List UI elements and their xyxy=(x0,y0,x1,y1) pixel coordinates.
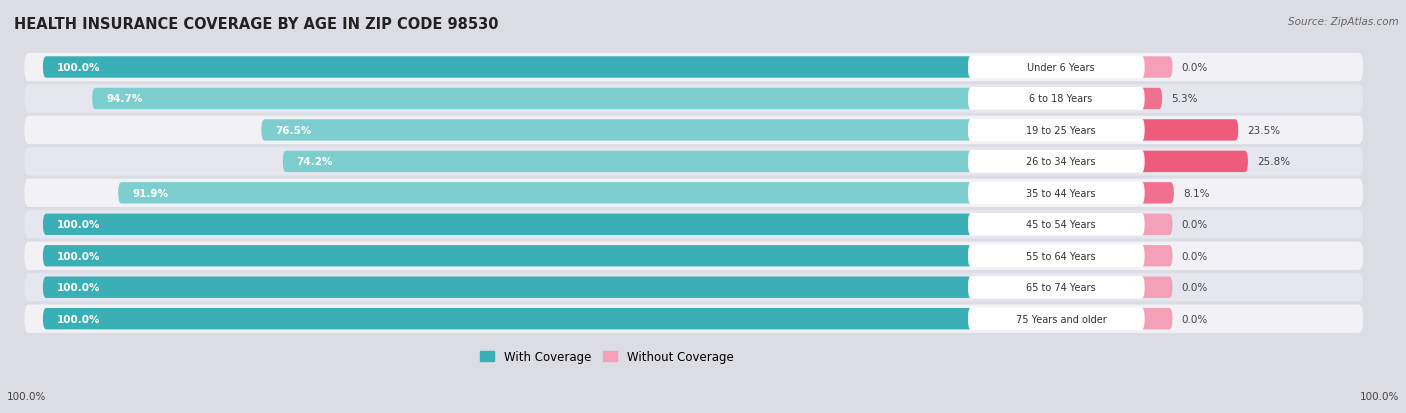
Text: 35 to 44 Years: 35 to 44 Years xyxy=(1026,188,1095,198)
FancyBboxPatch shape xyxy=(24,273,1362,301)
FancyBboxPatch shape xyxy=(24,148,1362,176)
FancyBboxPatch shape xyxy=(967,214,1144,236)
FancyBboxPatch shape xyxy=(967,245,1144,268)
FancyBboxPatch shape xyxy=(1140,120,1239,141)
FancyBboxPatch shape xyxy=(24,179,1362,207)
FancyBboxPatch shape xyxy=(24,211,1362,239)
Text: 76.5%: 76.5% xyxy=(276,126,312,135)
FancyBboxPatch shape xyxy=(24,305,1362,333)
Text: 6 to 18 Years: 6 to 18 Years xyxy=(1029,94,1092,104)
FancyBboxPatch shape xyxy=(44,245,973,267)
FancyBboxPatch shape xyxy=(1140,183,1174,204)
FancyBboxPatch shape xyxy=(1140,88,1163,110)
FancyBboxPatch shape xyxy=(1140,151,1249,173)
FancyBboxPatch shape xyxy=(262,120,973,141)
FancyBboxPatch shape xyxy=(967,57,1144,79)
FancyBboxPatch shape xyxy=(1140,277,1173,298)
FancyBboxPatch shape xyxy=(24,85,1362,113)
Text: 55 to 64 Years: 55 to 64 Years xyxy=(1026,251,1095,261)
FancyBboxPatch shape xyxy=(967,308,1144,330)
Text: 0.0%: 0.0% xyxy=(1182,251,1208,261)
Text: 100.0%: 100.0% xyxy=(56,220,100,230)
FancyBboxPatch shape xyxy=(118,183,973,204)
FancyBboxPatch shape xyxy=(1140,308,1173,330)
Text: 91.9%: 91.9% xyxy=(132,188,169,198)
FancyBboxPatch shape xyxy=(24,116,1362,145)
Text: 100.0%: 100.0% xyxy=(1360,391,1399,401)
FancyBboxPatch shape xyxy=(1140,57,1173,78)
Text: 23.5%: 23.5% xyxy=(1247,126,1281,135)
Text: 100.0%: 100.0% xyxy=(56,251,100,261)
FancyBboxPatch shape xyxy=(44,308,973,330)
FancyBboxPatch shape xyxy=(44,57,973,78)
FancyBboxPatch shape xyxy=(967,119,1144,142)
FancyBboxPatch shape xyxy=(1140,214,1173,235)
Text: 74.2%: 74.2% xyxy=(297,157,333,167)
Text: 0.0%: 0.0% xyxy=(1182,220,1208,230)
FancyBboxPatch shape xyxy=(967,88,1144,111)
FancyBboxPatch shape xyxy=(967,151,1144,173)
FancyBboxPatch shape xyxy=(44,277,973,298)
Text: 0.0%: 0.0% xyxy=(1182,282,1208,292)
Text: 100.0%: 100.0% xyxy=(7,391,46,401)
Text: 100.0%: 100.0% xyxy=(56,282,100,292)
FancyBboxPatch shape xyxy=(1140,245,1173,267)
Text: Source: ZipAtlas.com: Source: ZipAtlas.com xyxy=(1288,17,1399,26)
Text: 5.3%: 5.3% xyxy=(1171,94,1198,104)
Text: Under 6 Years: Under 6 Years xyxy=(1028,63,1095,73)
FancyBboxPatch shape xyxy=(967,182,1144,205)
Text: 100.0%: 100.0% xyxy=(56,314,100,324)
Text: 94.7%: 94.7% xyxy=(105,94,142,104)
Text: 0.0%: 0.0% xyxy=(1182,63,1208,73)
FancyBboxPatch shape xyxy=(24,54,1362,82)
FancyBboxPatch shape xyxy=(93,88,973,110)
FancyBboxPatch shape xyxy=(44,214,973,235)
Legend: With Coverage, Without Coverage: With Coverage, Without Coverage xyxy=(475,346,738,368)
Text: 65 to 74 Years: 65 to 74 Years xyxy=(1026,282,1095,292)
Text: 19 to 25 Years: 19 to 25 Years xyxy=(1026,126,1095,135)
Text: 45 to 54 Years: 45 to 54 Years xyxy=(1026,220,1095,230)
FancyBboxPatch shape xyxy=(24,242,1362,270)
Text: 0.0%: 0.0% xyxy=(1182,314,1208,324)
FancyBboxPatch shape xyxy=(967,276,1144,299)
Text: 8.1%: 8.1% xyxy=(1184,188,1209,198)
Text: 100.0%: 100.0% xyxy=(56,63,100,73)
Text: 25.8%: 25.8% xyxy=(1257,157,1291,167)
Text: HEALTH INSURANCE COVERAGE BY AGE IN ZIP CODE 98530: HEALTH INSURANCE COVERAGE BY AGE IN ZIP … xyxy=(14,17,499,31)
FancyBboxPatch shape xyxy=(283,151,973,173)
Text: 26 to 34 Years: 26 to 34 Years xyxy=(1026,157,1095,167)
Text: 75 Years and older: 75 Years and older xyxy=(1015,314,1107,324)
